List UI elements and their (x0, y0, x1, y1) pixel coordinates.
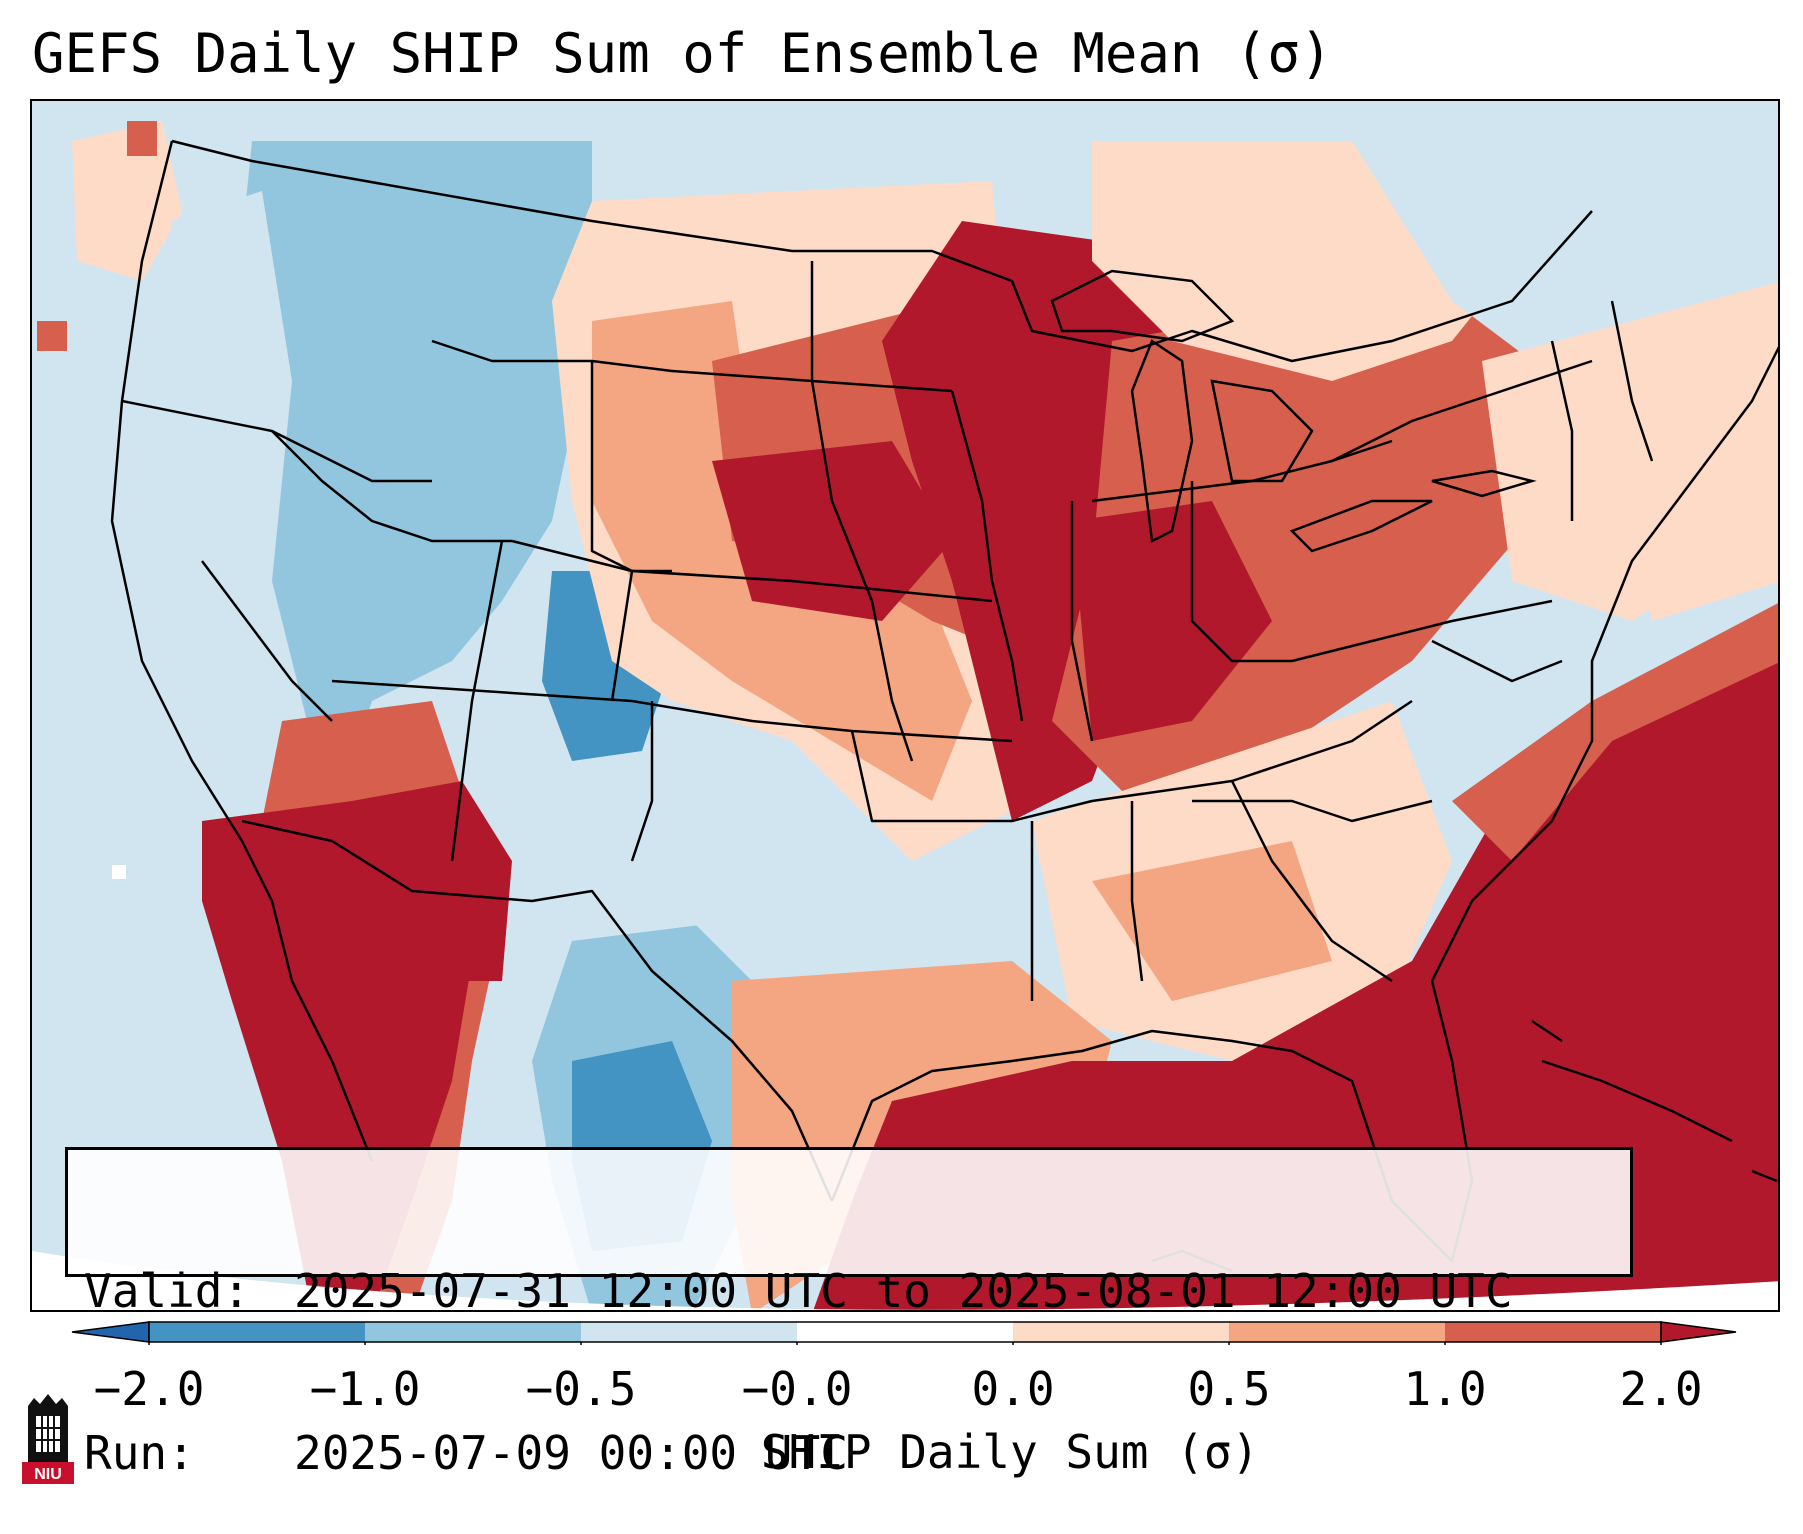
colorbar-tick: 0.5 (1187, 1362, 1271, 1416)
logo-banner (22, 1462, 74, 1484)
run-value: 2025-07-09 00:00 UTC (294, 1426, 848, 1480)
colorbar-outline (148, 1321, 1662, 1343)
state-line (1610, 300, 1654, 462)
west-coast (110, 140, 374, 1162)
state-line (431, 339, 673, 373)
great-lakes (1050, 269, 1537, 553)
colorbar-tick: 0.0 (971, 1362, 1055, 1416)
niu-logo: NIU (22, 1394, 74, 1484)
colorbar-segment (149, 1322, 365, 1342)
colorbar-tick: −1.0 (309, 1362, 421, 1416)
anomaly-region-sonora-veryhigh (352, 781, 512, 981)
lake-ontario (1431, 469, 1537, 498)
anomaly-region-pacific-nw (72, 121, 182, 281)
valid-value: 2025-07-31 12:00 UTC to 2025-08-01 12:00… (294, 1264, 1513, 1318)
state-line (1190, 481, 1292, 663)
anomaly-cell-pacific (127, 121, 157, 156)
cuba (1541, 1059, 1733, 1143)
state-line (1130, 801, 1144, 982)
state-line (201, 560, 333, 722)
colorbar-segment (1229, 1322, 1445, 1342)
bahamas (1531, 1019, 1563, 1043)
state-line (590, 361, 634, 702)
colorbar-tick: −0.5 (525, 1362, 637, 1416)
us-mexico-border (241, 819, 834, 1202)
state-line (121, 399, 432, 483)
us-canada-border (171, 139, 1593, 363)
chart-title: GEFS Daily SHIP Sum of Ensemble Mean (σ) (32, 22, 1333, 85)
hispaniola (1751, 1169, 1778, 1183)
projection-edge (32, 1251, 1778, 1310)
lake-michigan (1130, 339, 1194, 543)
state-line (1291, 599, 1553, 663)
anomaly-region-southeast-moderate (1092, 841, 1332, 1001)
anomaly-region-atlantic-slight (1632, 482, 1778, 621)
anomaly-region-canada-neutral (1352, 141, 1672, 361)
colorbar-extend-under (71, 1321, 150, 1343)
state-line (1230, 780, 1393, 983)
anomaly-cell-neutral (112, 865, 126, 879)
colorbar-extend-over (1660, 1321, 1737, 1343)
state-line (1331, 359, 1593, 463)
colorbar-tick: −2.0 (93, 1362, 205, 1416)
anomaly-region-atlantic-high (1452, 603, 1778, 861)
state-line (631, 569, 993, 603)
colorbar-segment (1013, 1322, 1229, 1342)
colorbar-label: SHIP Daily Sum (σ) (760, 1425, 1260, 1479)
colorbar-segment (365, 1322, 581, 1342)
anomaly-region-kansas-veryhigh (712, 441, 952, 621)
state-line (450, 540, 504, 862)
state-line (1192, 799, 1433, 823)
map-panel (30, 99, 1780, 1312)
valid-label: Valid: (84, 1264, 251, 1318)
anomaly-region-west-neutral (142, 191, 312, 841)
validity-info-box: Valid: 2025-07-31 12:00 UTC to 2025-08-01… (65, 1147, 1633, 1480)
state-line (630, 701, 654, 862)
colorbar-segment (797, 1322, 1013, 1342)
state-line (810, 261, 914, 762)
run-label: Run: (84, 1426, 195, 1480)
colorbar-tick: 2.0 (1619, 1362, 1703, 1416)
logo-text: NIU (34, 1466, 62, 1483)
state-line (271, 430, 512, 543)
colorbar (71, 1321, 1737, 1345)
lake-erie (1289, 499, 1433, 553)
colorbar-tick: 1.0 (1403, 1362, 1487, 1416)
colorbar-segment (581, 1322, 797, 1342)
colorbar-tick: −0.0 (741, 1362, 853, 1416)
state-line (950, 390, 1024, 722)
anomaly-cell-pacific (37, 321, 67, 351)
state-line (1550, 340, 1574, 521)
anomaly-region-west-low (212, 141, 592, 861)
anomaly-region-indiana-veryhigh (1072, 501, 1272, 741)
state-line (1070, 501, 1094, 742)
state-line (331, 679, 1013, 743)
lake-superior (1050, 269, 1235, 343)
state-line (850, 699, 1413, 823)
state-line (1431, 639, 1563, 683)
lake-huron (1210, 379, 1314, 483)
colorbar-segment (1445, 1322, 1661, 1342)
